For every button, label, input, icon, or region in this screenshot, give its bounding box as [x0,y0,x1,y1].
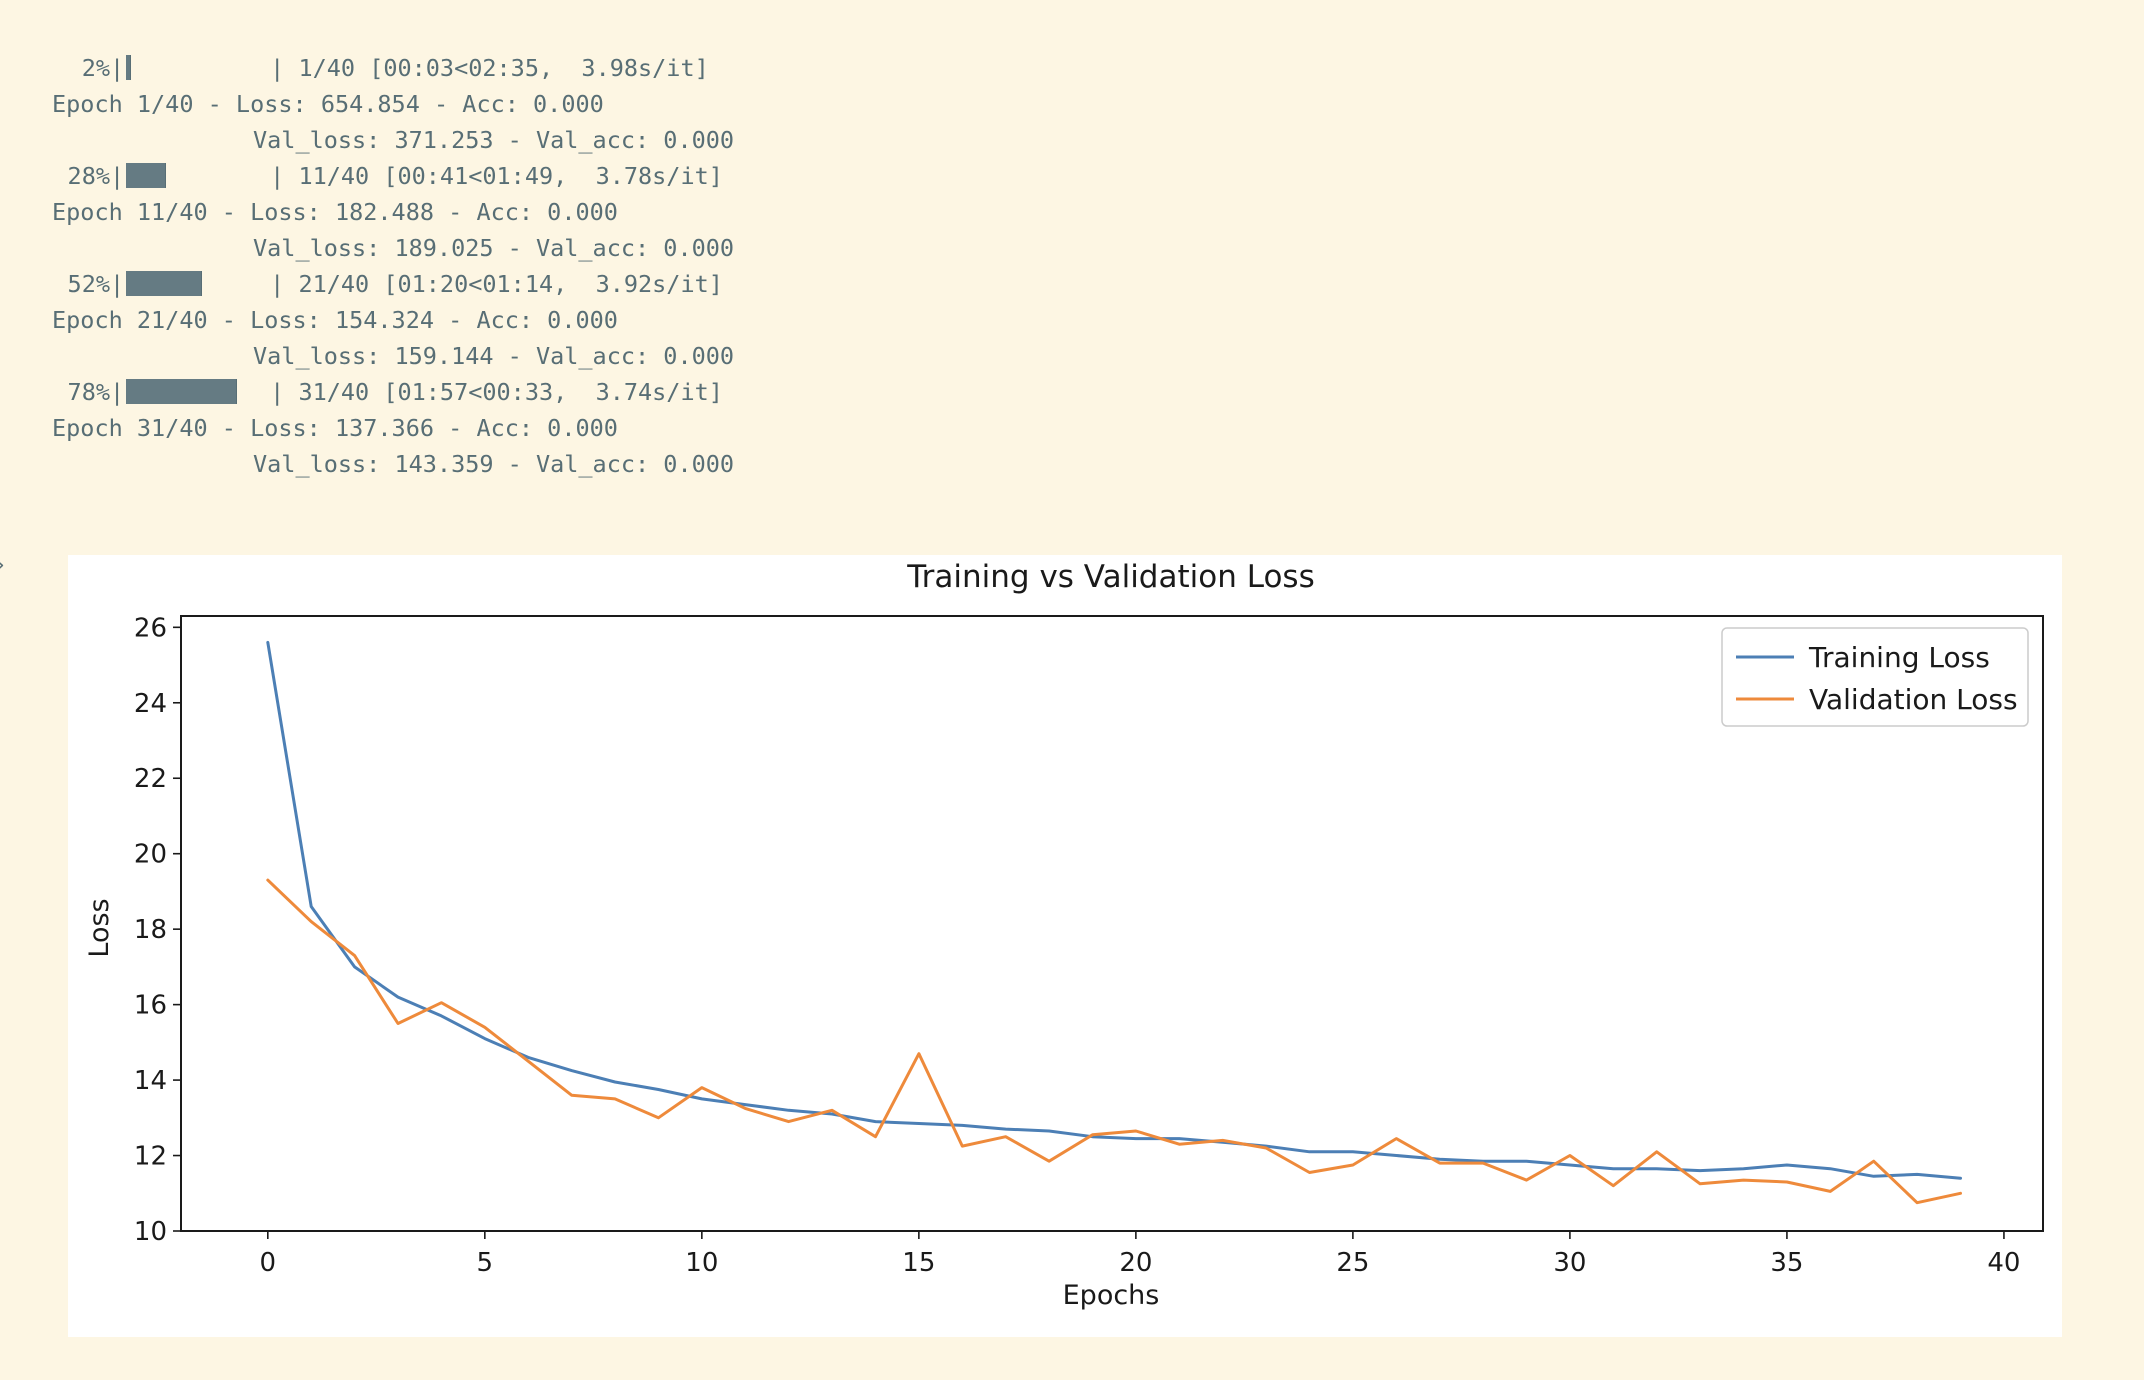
progress-percent: 78% [67,378,110,406]
progress-percent: 28% [67,162,110,190]
x-axis-label: Epochs [1063,1280,1160,1311]
progress-bar-fill [126,163,167,188]
y-tick-label: 22 [134,764,167,794]
loss-chart: Training vs Validation Loss Epochs Loss … [84,559,2044,1311]
progress-line: 28%| | 11/40 [00:41<01:49, 3.78s/it] [52,158,1652,194]
progress-status: | 1/40 [00:03<02:35, 3.98s/it] [270,54,709,82]
progress-bar-fill [126,379,238,404]
progress-bar [124,158,270,194]
progress-bar [124,266,270,302]
legend-box [1721,627,2029,727]
x-tick-label: 5 [477,1248,494,1278]
chart-title: Training vs Validation Loss [906,559,1314,595]
x-tick-label: 40 [1987,1248,2020,1278]
x-tick-label: 0 [260,1248,277,1278]
val-log-line: Val_loss: 159.144 - Val_acc: 0.000 [253,342,735,370]
epoch-log-line: Epoch 31/40 - Loss: 137.366 - Acc: 0.000 [52,414,618,442]
val-log-line: Val_loss: 143.359 - Val_acc: 0.000 [253,450,735,478]
progress-separator: | [110,378,125,406]
x-tick-label: 15 [902,1248,935,1278]
x-tick-label: 35 [1770,1248,1803,1278]
validation-loss-line [266,878,1962,1205]
val-log-line: Val_loss: 371.253 - Val_acc: 0.000 [253,126,735,154]
x-tick-label: 25 [1336,1248,1369,1278]
legend-label-training: Training Loss [1808,641,1990,674]
epoch-log-line: Epoch 21/40 - Loss: 154.324 - Acc: 0.000 [52,306,618,334]
y-tick-label: 16 [134,991,167,1021]
x-tick-label: 10 [685,1248,718,1278]
progress-bar [124,50,270,86]
progress-line: 52%| | 21/40 [01:20<01:14, 3.92s/it] [52,266,1652,302]
x-tick-label: 30 [1553,1248,1586,1278]
y-tick-label: 20 [134,840,167,870]
progress-line: 78%| | 31/40 [01:57<00:33, 3.74s/it] [52,374,1652,410]
progress-separator: | [110,54,125,82]
plot-frame [180,615,2044,1232]
progress-separator: | [110,270,125,298]
progress-bar [124,374,270,410]
progress-bar-fill [126,271,203,296]
progress-status: | 11/40 [00:41<01:49, 3.78s/it] [270,162,723,190]
progress-status: | 31/40 [01:57<00:33, 3.74s/it] [270,378,723,406]
output-prompt-marker[interactable]: › [0,553,5,578]
epoch-log-line: Epoch 11/40 - Loss: 182.488 - Acc: 0.000 [52,198,618,226]
x-tick-label: 20 [1119,1248,1152,1278]
progress-status: | 21/40 [01:20<01:14, 3.92s/it] [270,270,723,298]
epoch-log-line: Epoch 1/40 - Loss: 654.854 - Acc: 0.000 [52,90,604,118]
progress-separator: | [110,162,125,190]
y-tick-label: 18 [134,915,167,945]
legend-label-validation: Validation Loss [1809,683,2018,716]
training-loss-line [266,640,1962,1180]
y-tick-label: 14 [134,1066,167,1096]
progress-percent: 2% [81,54,110,82]
y-tick-label: 24 [134,689,167,719]
progress-percent: 52% [67,270,110,298]
y-tick-label: 12 [134,1142,167,1172]
progress-bar-fill [126,55,132,80]
progress-line: 2%| | 1/40 [00:03<02:35, 3.98s/it] [52,50,1652,86]
cell-output: 2%| | 1/40 [00:03<02:35, 3.98s/it] Epoch 1… [52,50,1652,482]
y-tick-label: 10 [134,1217,167,1247]
y-tick-label: 26 [134,613,167,643]
y-axis-label: Loss [84,898,115,957]
val-log-line: Val_loss: 189.025 - Val_acc: 0.000 [253,234,735,262]
loss-figure: Training vs Validation Loss Epochs Loss … [68,555,2062,1337]
